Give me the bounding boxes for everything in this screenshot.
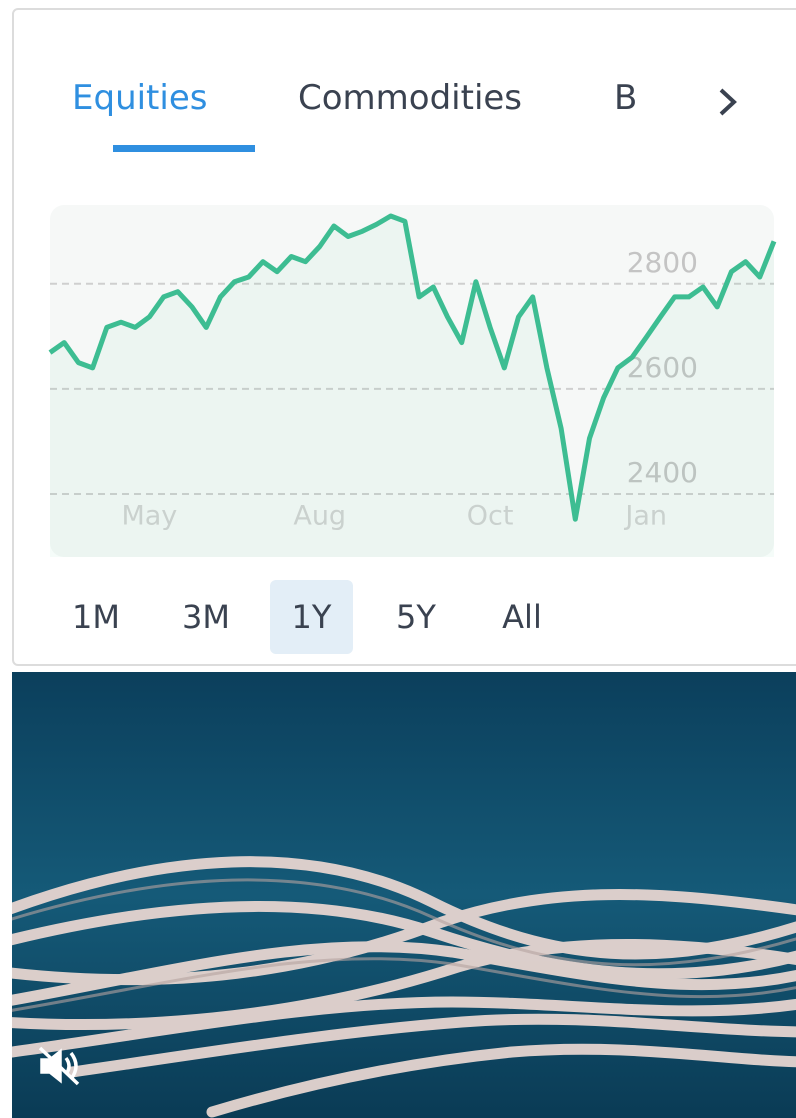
range-button[interactable]: 5Y — [376, 580, 456, 654]
page: Equities Commodities B 240026002800MayAu… — [0, 0, 796, 1118]
range-button[interactable]: 1M — [56, 580, 136, 654]
y-tick-label: 2800 — [627, 246, 698, 279]
video-ad[interactable] — [12, 672, 796, 1118]
range-button[interactable]: 1Y — [270, 580, 353, 654]
range-button[interactable]: 3M — [166, 580, 246, 654]
video-frame — [12, 672, 796, 1118]
range-button[interactable]: All — [482, 580, 562, 654]
